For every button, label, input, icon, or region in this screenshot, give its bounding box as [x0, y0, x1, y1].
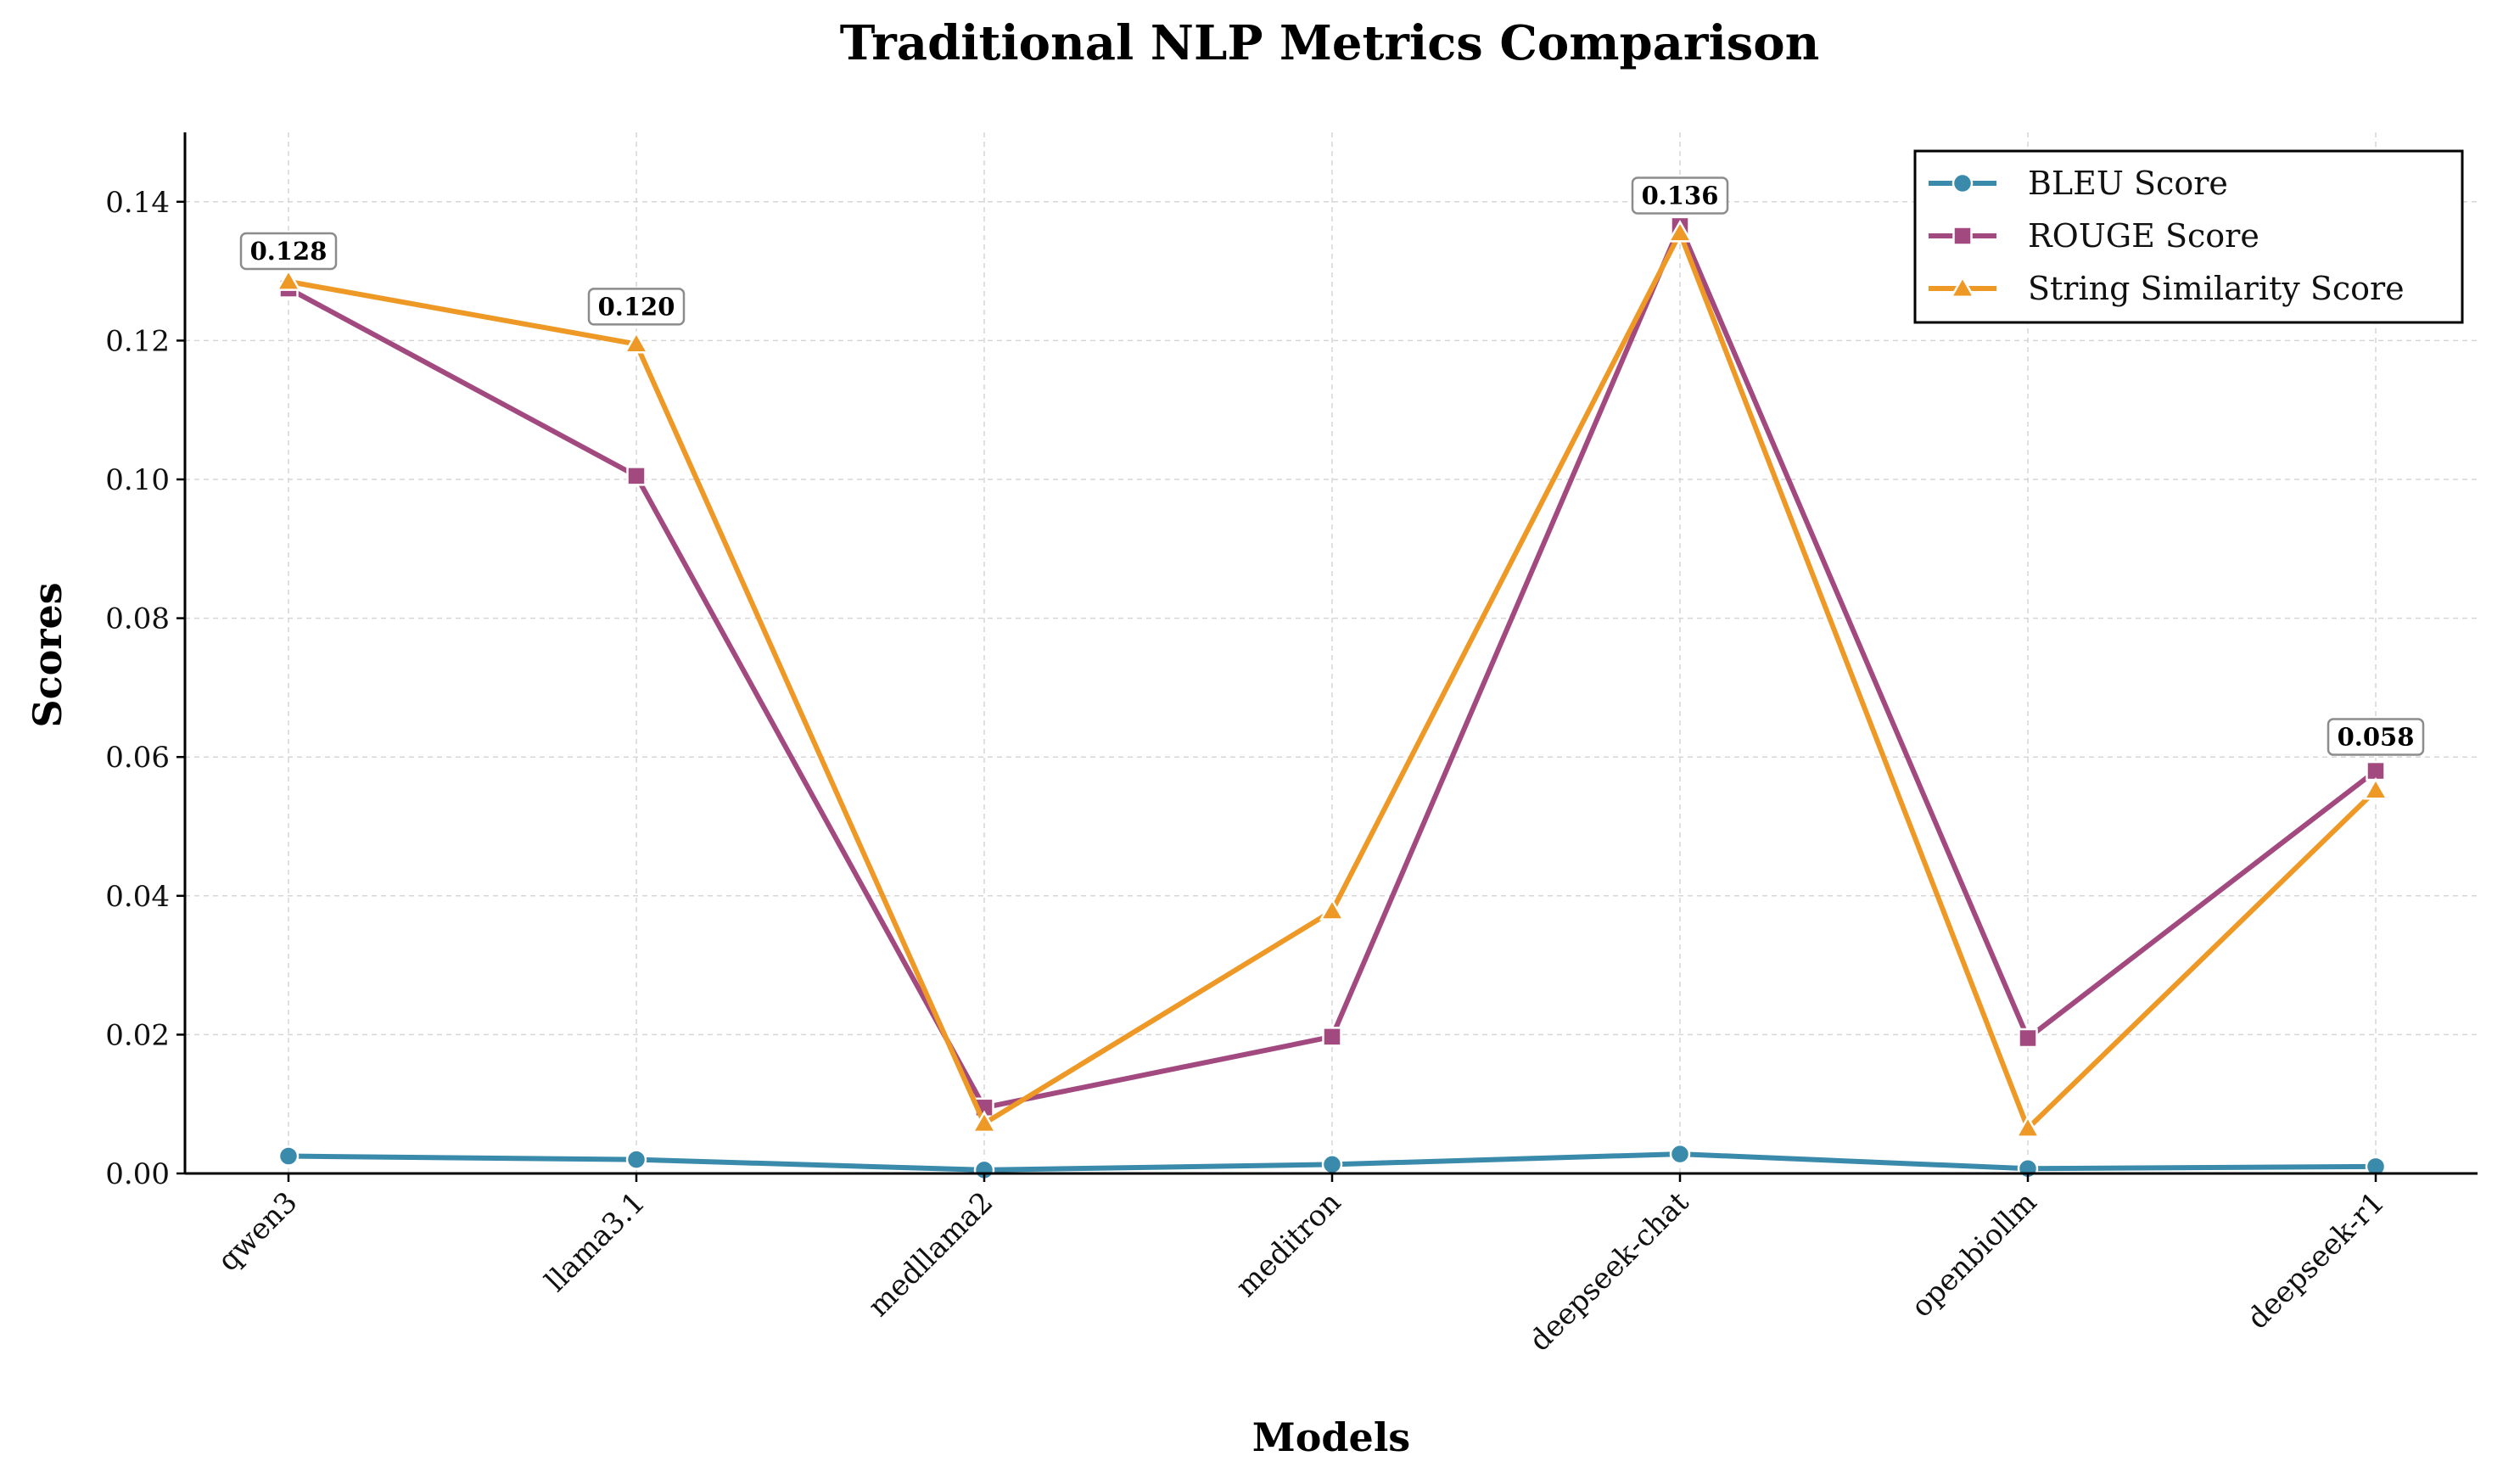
data-label: 0.128 — [250, 237, 328, 266]
chart-title: Traditional NLP Metrics Comparison — [840, 15, 1820, 71]
y-axis-label: Scores — [25, 582, 70, 727]
legend: BLEU Score ROUGE Score String Similarity S… — [1915, 151, 2462, 322]
series-point — [1671, 1145, 1689, 1163]
y-tick-label: 0.02 — [105, 1018, 170, 1052]
series-point — [628, 467, 646, 484]
data-label: 0.136 — [1642, 182, 1719, 210]
series-point — [279, 1147, 298, 1166]
x-axis-label: Models — [1252, 1414, 1410, 1460]
legend-label: BLEU Score — [2028, 165, 2228, 202]
legend-label: ROUGE Score — [2028, 217, 2259, 255]
series-point — [1324, 1028, 1341, 1045]
y-tick-label: 0.10 — [105, 463, 170, 497]
y-tick-label: 0.08 — [105, 602, 170, 636]
data-label: 0.120 — [598, 292, 675, 321]
series-point — [627, 1151, 646, 1169]
y-tick-label: 0.12 — [105, 324, 170, 358]
y-tick-label: 0.06 — [105, 741, 170, 775]
data-label: 0.058 — [2338, 723, 2415, 752]
y-tick-label: 0.00 — [105, 1157, 170, 1191]
series-point — [2367, 762, 2385, 780]
series-point — [2019, 1029, 2037, 1047]
legend-marker — [1954, 227, 1972, 245]
legend-marker — [1953, 174, 1972, 193]
series-point — [1323, 1155, 1341, 1173]
y-tick-label: 0.14 — [105, 186, 170, 220]
legend-label: String Similarity Score — [2028, 270, 2405, 307]
y-tick-label: 0.04 — [105, 880, 170, 914]
